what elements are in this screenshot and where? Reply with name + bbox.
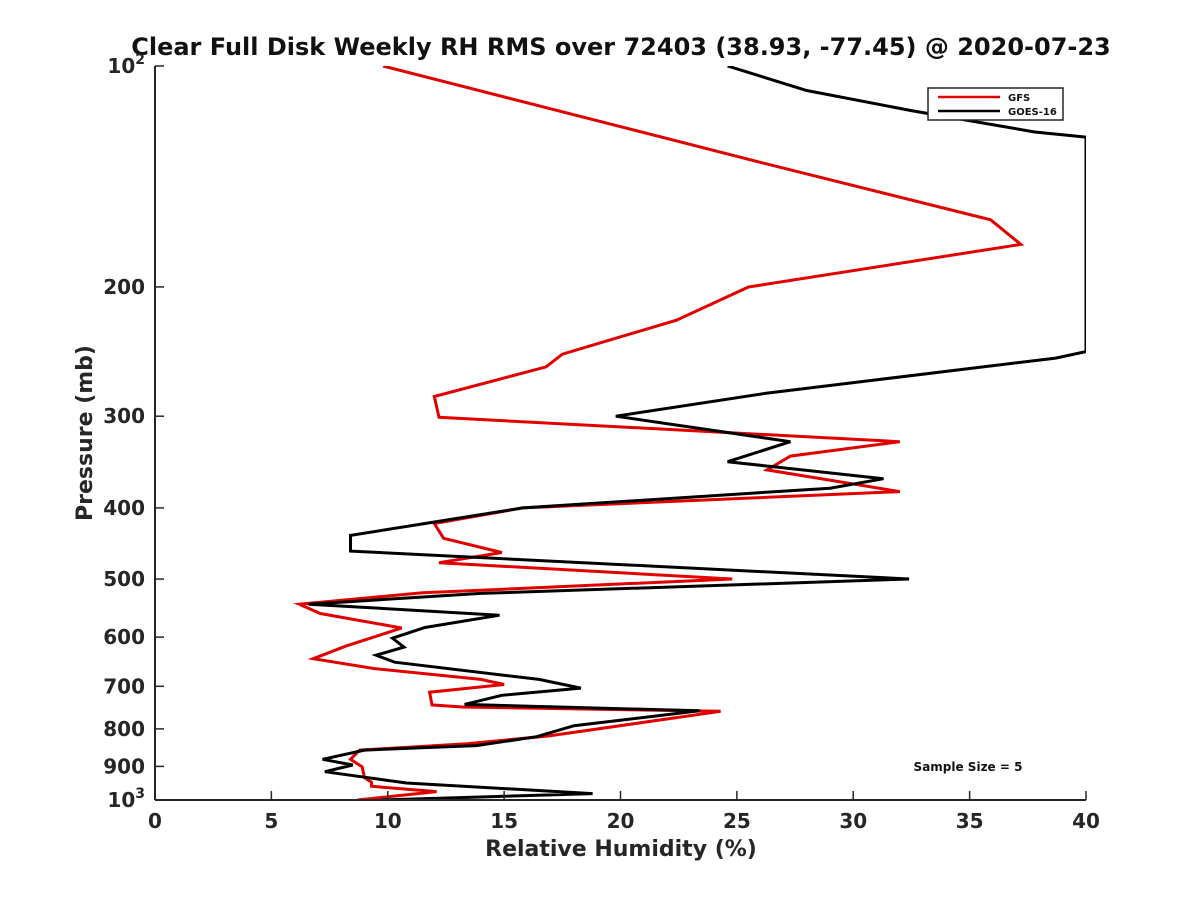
x-tick-label: 10 [374, 809, 402, 833]
plot-area [154, 65, 1087, 801]
y-tick-label: 900 [103, 754, 145, 778]
y-tick-label: 700 [103, 674, 145, 698]
x-tick-label: 15 [490, 809, 518, 833]
y-axis-label: Pressure (mb) [73, 345, 98, 521]
x-axis-label: Relative Humidity (%) [485, 837, 757, 862]
legend: GFS GOES-16 [927, 87, 1064, 121]
sample-size-annotation: Sample Size = 5 [914, 760, 1023, 774]
x-tick-label: 30 [839, 809, 867, 833]
y-tick-exponent: 3 [135, 786, 145, 802]
x-tick-label: 35 [956, 809, 984, 833]
y-tick-label: 600 [103, 625, 145, 649]
y-tick-label: 800 [103, 717, 145, 741]
legend-label: GOES-16 [1008, 107, 1057, 118]
y-tick-label: 500 [103, 567, 145, 591]
chart-title: Clear Full Disk Weekly RH RMS over 72403… [131, 33, 1111, 61]
plot-background [155, 66, 1086, 800]
y-tick-label: 400 [103, 496, 145, 520]
x-tick-label: 20 [607, 809, 635, 833]
y-tick-exponent: 2 [135, 52, 145, 68]
legend-label: GFS [1008, 93, 1030, 104]
series-layer [293, 66, 1086, 800]
x-tick-label: 25 [723, 809, 751, 833]
series-line-goes-16 [308, 66, 1086, 800]
x-tick-label: 40 [1072, 809, 1100, 833]
y-tick-label: 200 [103, 275, 145, 299]
y-tick-label: 300 [103, 404, 145, 428]
y-tick-label: 102 [107, 52, 145, 78]
x-tick-label: 5 [264, 809, 278, 833]
y-tick-label: 103 [107, 786, 145, 812]
tick-labels: 0 5 10 15 20 25 30 35 40 102 200 300 400 500 600 700 800… [103, 52, 1100, 833]
x-tick-label: 0 [148, 809, 162, 833]
axes-layer [154, 65, 1087, 801]
legend-box [927, 87, 1064, 121]
